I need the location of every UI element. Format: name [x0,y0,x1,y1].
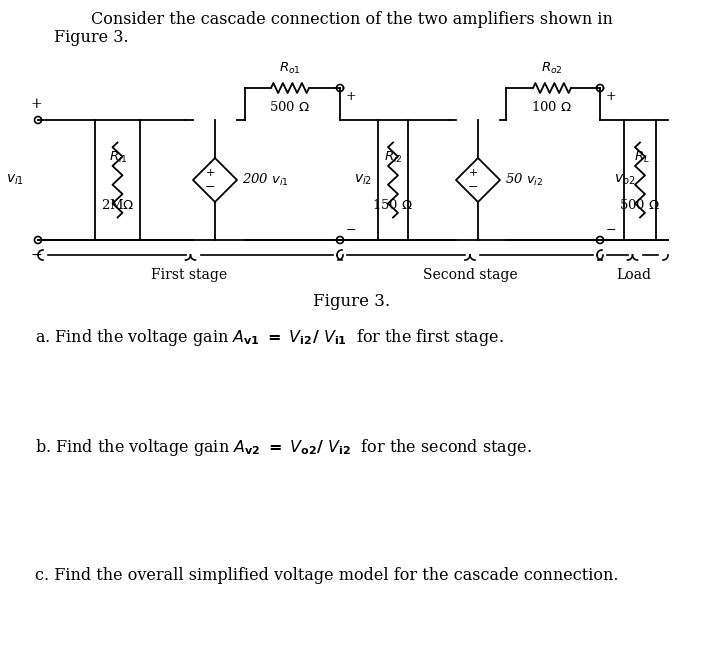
Text: $v_{i1}$: $v_{i1}$ [6,173,24,187]
Text: +: + [346,90,356,103]
Text: −: − [346,224,356,237]
Polygon shape [34,237,41,243]
Text: Second stage: Second stage [423,268,517,282]
Text: First stage: First stage [151,268,227,282]
Text: +: + [606,90,617,103]
Text: 50 $v_{i2}$: 50 $v_{i2}$ [505,172,543,188]
Text: Consider the cascade connection of the two amplifiers shown in: Consider the cascade connection of the t… [91,11,613,27]
Polygon shape [597,84,603,92]
Polygon shape [597,237,603,243]
Text: +: + [205,168,214,178]
Text: Figure 3.: Figure 3. [54,29,129,46]
Text: 100 $\Omega$: 100 $\Omega$ [531,100,572,114]
Text: $R_{i1}$: $R_{i1}$ [109,150,128,165]
Text: 500 $\Omega$: 500 $\Omega$ [269,100,311,114]
Text: +: + [468,168,477,178]
Text: $v_{i2}$: $v_{i2}$ [354,173,372,187]
Polygon shape [337,84,344,92]
Polygon shape [337,237,344,243]
Text: 500 $\Omega$: 500 $\Omega$ [619,198,661,212]
Text: Figure 3.: Figure 3. [314,293,391,310]
Text: −: − [467,180,478,194]
Text: $R_{o2}$: $R_{o2}$ [541,61,563,76]
Text: 2M$\Omega$: 2M$\Omega$ [101,198,134,212]
Text: b. Find the voltage gain $\mathbf{\mathit{A}_{v2}}$ $\mathbf{=}$ $\mathbf{\mathi: b. Find the voltage gain $\mathbf{\mathi… [35,436,532,458]
Text: a. Find the voltage gain $\mathbf{\mathit{A}_{v1}}$ $\mathbf{=}$ $\mathbf{\mathi: a. Find the voltage gain $\mathbf{\mathi… [35,326,504,348]
Text: +: + [30,97,41,111]
Text: $R_L$: $R_L$ [634,150,650,165]
Text: $R_{o1}$: $R_{o1}$ [279,61,301,76]
Text: $R_{i2}$: $R_{i2}$ [384,150,402,165]
Text: −: − [205,180,215,194]
Bar [378,120,408,240]
Text: −: − [606,224,617,237]
Bar [624,120,656,240]
Polygon shape [34,117,41,123]
Text: c. Find the overall simplified voltage model for the cascade connection.: c. Find the overall simplified voltage m… [35,567,619,584]
Text: $v_{o2}$: $v_{o2}$ [614,173,636,187]
Text: Load: Load [617,268,652,282]
Text: −: − [30,248,41,262]
Text: 150 $\Omega$: 150 $\Omega$ [373,198,413,212]
Text: 200 $v_{i1}$: 200 $v_{i1}$ [242,172,289,188]
Bar [95,120,140,240]
